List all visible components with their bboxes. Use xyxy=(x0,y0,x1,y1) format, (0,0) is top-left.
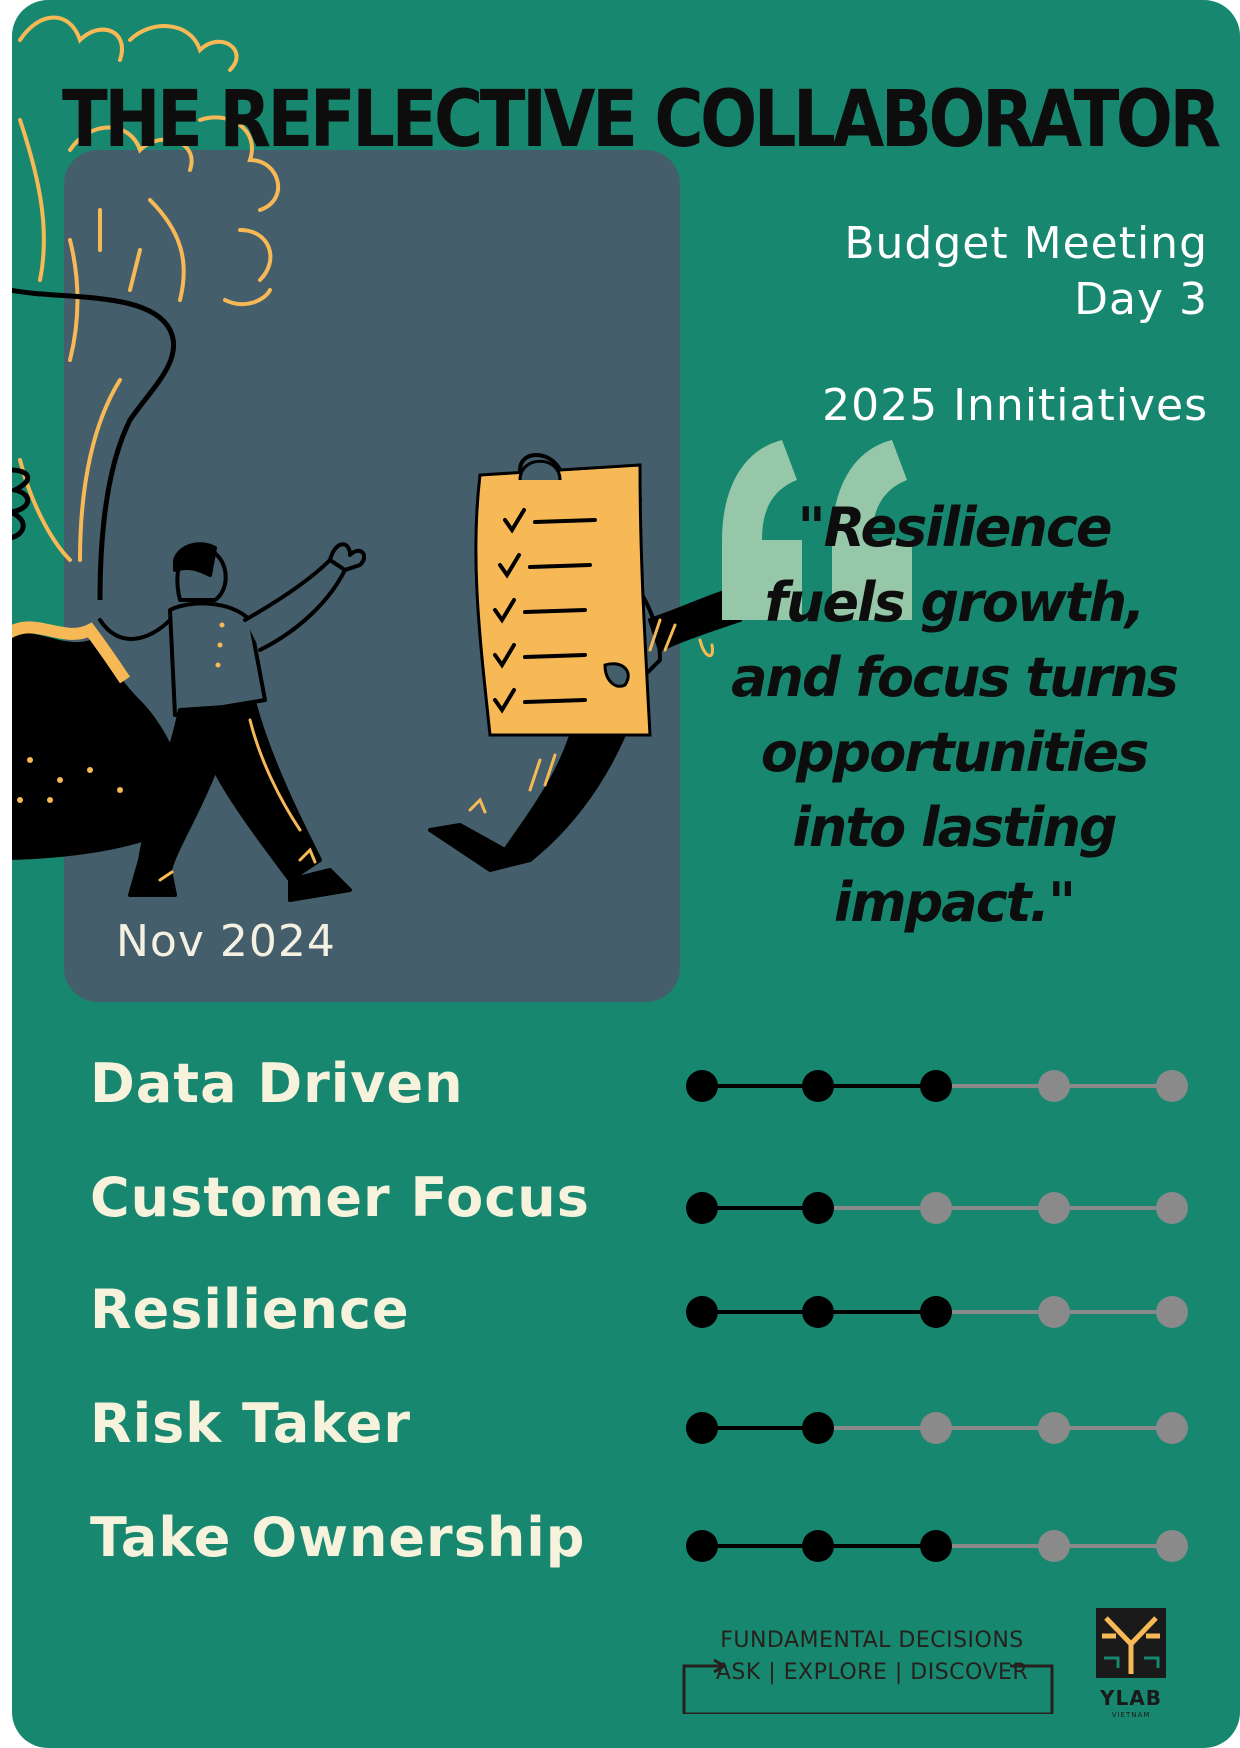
rating-dot-empty xyxy=(1156,1412,1188,1444)
illustration xyxy=(12,15,742,902)
rating-dot-empty xyxy=(1038,1296,1070,1328)
footer-bracket xyxy=(682,1658,1054,1714)
rating-dot-empty xyxy=(1156,1070,1188,1102)
rating-dot-empty xyxy=(920,1412,952,1444)
trait-label: Take Ownership xyxy=(90,1506,586,1569)
ylab-logo-icon xyxy=(1096,1608,1166,1678)
meeting-day: Day 3 xyxy=(1074,274,1208,325)
meeting-title: Budget Meeting xyxy=(844,218,1208,269)
logo-subtitle: VIETNAM xyxy=(1111,1711,1151,1719)
rating-dot-filled xyxy=(802,1412,834,1444)
trait-rating xyxy=(686,1070,1188,1102)
rating-dot-filled xyxy=(802,1530,834,1562)
rating-dot-filled xyxy=(686,1070,718,1102)
trait-label: Resilience xyxy=(90,1278,410,1341)
rating-dot-empty xyxy=(920,1192,952,1224)
rating-dot-filled xyxy=(920,1070,952,1102)
rating-dot-filled xyxy=(686,1412,718,1444)
rating-dot-empty xyxy=(1038,1530,1070,1562)
rating-dot-filled xyxy=(920,1530,952,1562)
quote-mark-icon xyxy=(722,440,912,620)
trait-label: Data Driven xyxy=(90,1052,464,1115)
rating-dot-empty xyxy=(1156,1192,1188,1224)
rating-dot-filled xyxy=(686,1192,718,1224)
rating-dot-filled xyxy=(686,1296,718,1328)
footer-tagline: FUNDAMENTAL DECISIONS xyxy=(720,1628,1024,1653)
trait-rating xyxy=(686,1296,1188,1328)
quote-text: "Resilience fuels growth, and focus turn… xyxy=(731,496,1179,934)
rating-dot-filled xyxy=(802,1296,834,1328)
date-label: Nov 2024 xyxy=(116,916,336,967)
profile-card: THE REFLECTIVE COLLABORATOR Budget Meeti… xyxy=(12,0,1240,1748)
rating-dot-filled xyxy=(686,1530,718,1562)
trait-label: Customer Focus xyxy=(90,1166,590,1229)
trait-label: Risk Taker xyxy=(90,1392,411,1455)
rating-dot-filled xyxy=(920,1296,952,1328)
initiatives-label: 2025 Innitiatives xyxy=(822,380,1208,431)
trait-rating xyxy=(686,1412,1188,1444)
rating-dot-empty xyxy=(1156,1530,1188,1562)
page-title: THE REFLECTIVE COLLABORATOR xyxy=(62,75,1221,165)
logo-name: YLAB xyxy=(1100,1686,1162,1710)
rating-dot-filled xyxy=(802,1192,834,1224)
trait-rating xyxy=(686,1192,1188,1224)
rating-dot-empty xyxy=(1038,1070,1070,1102)
rating-dot-empty xyxy=(1156,1296,1188,1328)
footer-actions: ASK | EXPLORE | DISCOVER xyxy=(715,1660,1029,1685)
rating-dot-empty xyxy=(1038,1412,1070,1444)
rating-dot-filled xyxy=(802,1070,834,1102)
rating-dot-empty xyxy=(1038,1192,1070,1224)
trait-rating xyxy=(686,1530,1188,1562)
